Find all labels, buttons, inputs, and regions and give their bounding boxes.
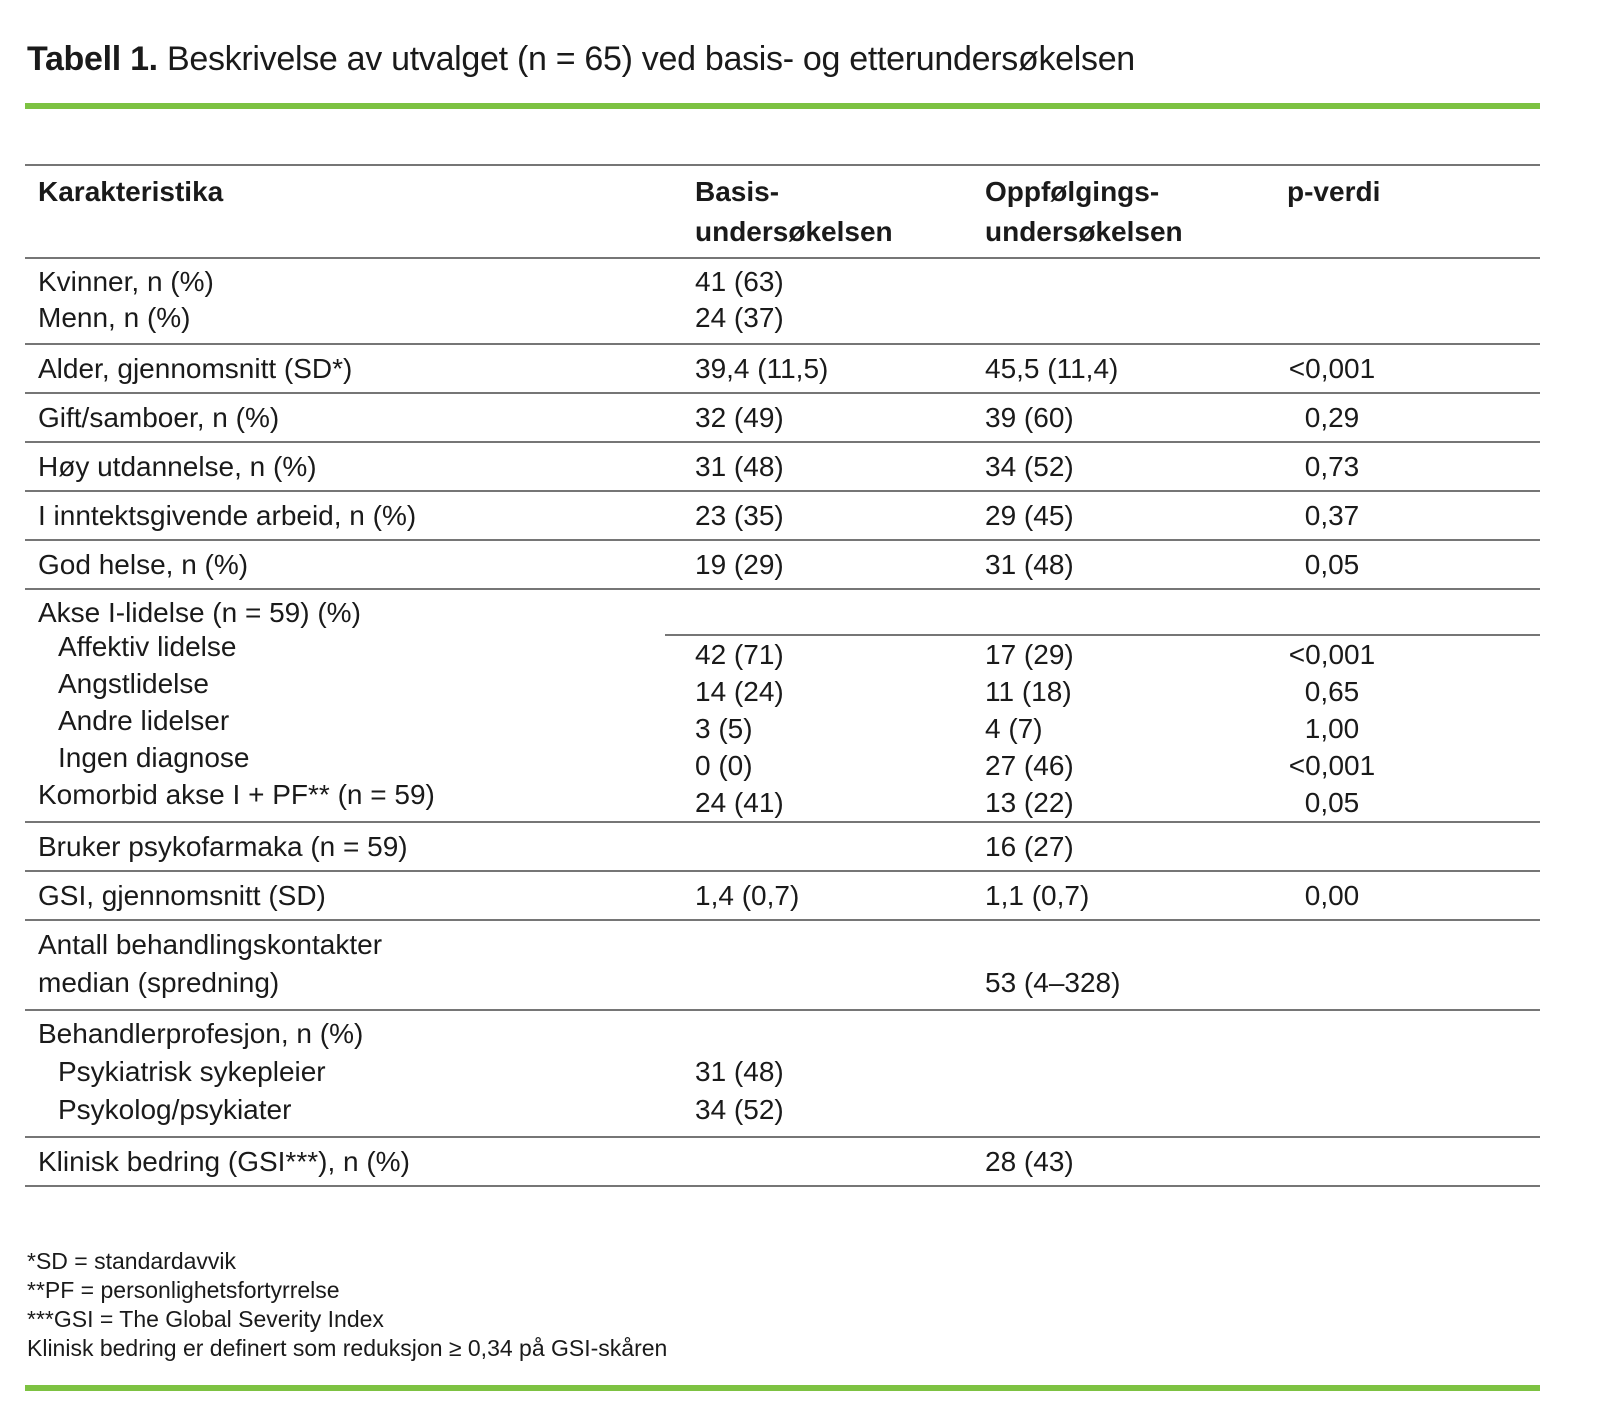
cell-followup: 45,5 (11,4)	[985, 352, 1119, 384]
cell-basis: 32 (49)	[695, 401, 784, 433]
cell-basis	[695, 921, 985, 1009]
akse-values: 42 (71) 14 (24) 3 (5) 0 (0) 24 (41) 17 (…	[665, 634, 1540, 821]
table-row-psykofarmaka: Bruker psykofarmaka (n = 59) 16 (27)	[25, 823, 1540, 872]
row-label: Komorbid akse I + PF** (n = 59)	[38, 778, 435, 810]
table-row-helse: God helse, n (%) 19 (29) 31 (48) 0,05	[25, 541, 1540, 590]
top-green-divider	[25, 103, 1540, 109]
page-title: Tabell 1. Beskrivelse av utvalget (n = 6…	[25, 40, 1540, 79]
header-p-value: p-verdi	[1287, 176, 1381, 207]
cell-basis: 19 (29)	[695, 548, 784, 580]
cell-basis: 42 (71) 14 (24) 3 (5) 0 (0) 24 (41)	[695, 638, 784, 818]
row-label: Ingen diagnose	[58, 741, 250, 773]
footnote-gsi: ***GSI = The Global Severity Index	[27, 1306, 384, 1332]
cell-p	[1287, 823, 1540, 870]
table-caption: Beskrivelse av utvalget (n = 65) ved bas…	[157, 40, 1135, 78]
cell-p: 0,05	[1304, 548, 1360, 580]
header-basis: Basis- undersøkelsen	[695, 176, 893, 247]
table-row-bedring: Klinisk bedring (GSI***), n (%) 28 (43)	[25, 1138, 1540, 1187]
row-label: Angstlidelse	[58, 667, 209, 699]
table-row-kontakter: Antall behandlingskontakter median (spre…	[25, 921, 1540, 1011]
cell-p	[1287, 1138, 1540, 1185]
header-characteristics: Karakteristika	[38, 176, 224, 207]
cell-p	[1287, 259, 1540, 343]
table-section-akse: Akse I-lidelse (n = 59) (%) Affektiv lid…	[25, 590, 1540, 823]
table-row-alder: Alder, gjennomsnitt (SD*) 39,4 (11,5) 45…	[25, 345, 1540, 394]
row-label: Alder, gjennomsnitt (SD*)	[38, 352, 353, 384]
cell-p: 0,37	[1304, 499, 1360, 531]
cell-followup: 29 (45)	[985, 499, 1074, 531]
cell-p: 0,29	[1304, 401, 1360, 433]
footnote-sd: *SD = standardavvik	[27, 1248, 237, 1274]
cell-followup: 16 (27)	[985, 830, 1074, 862]
row-label: Akse I-lidelse (n = 59) (%)	[38, 597, 361, 628]
header-followup: Oppfølgings- undersøkelsen	[985, 176, 1183, 247]
cell-p: <0,001 0,65 1,00 <0,001 0,05	[1288, 638, 1376, 818]
row-label: Affektiv lidelse	[58, 630, 237, 662]
row-label: GSI, gjennomsnitt (SD)	[38, 879, 326, 911]
row-label: Behandlerprofesjon, n (%) Psykiatrisk sy…	[38, 1018, 364, 1125]
cell-p	[1287, 921, 1540, 1009]
cell-followup: 31 (48)	[985, 548, 1074, 580]
table-row-arbeid: I inntektsgivende arbeid, n (%) 23 (35) …	[25, 492, 1540, 541]
row-label: God helse, n (%)	[38, 548, 249, 580]
cell-followup: 28 (43)	[985, 1145, 1074, 1177]
footnotes: *SD = standardavvik **PF = personlighets…	[25, 1247, 1540, 1363]
cell-followup: 39 (60)	[985, 401, 1074, 433]
table-number: Tabell 1.	[27, 40, 158, 78]
footnote-klinisk: Klinisk bedring er definert som reduksjo…	[27, 1335, 668, 1361]
row-label: I inntektsgivende arbeid, n (%)	[38, 499, 417, 531]
cell-basis: 41 (63) 24 (37)	[695, 266, 784, 333]
footnote-pf: **PF = personlighetsfortyrrelse	[27, 1277, 340, 1303]
table-row-gsi: GSI, gjennomsnitt (SD) 1,4 (0,7) 1,1 (0,…	[25, 872, 1540, 921]
row-label: Kvinner, n (%) Menn, n (%)	[38, 266, 214, 333]
cell-p: 0,00	[1304, 879, 1360, 911]
row-label: Gift/samboer, n (%)	[38, 401, 280, 433]
row-label: Andre lidelser	[58, 704, 230, 736]
table-header-row: Karakteristika Basis- undersøkelsen Oppf…	[25, 166, 1540, 259]
table-row-gift: Gift/samboer, n (%) 32 (49) 39 (60) 0,29	[25, 394, 1540, 443]
cell-basis: 1,4 (0,7)	[695, 879, 800, 911]
cell-p	[1287, 1011, 1540, 1136]
cell-basis: 39,4 (11,5)	[695, 352, 829, 384]
row-label: Bruker psykofarmaka (n = 59)	[38, 830, 408, 862]
row-label: Klinisk bedring (GSI***), n (%)	[38, 1145, 410, 1177]
table-row-utdannelse: Høy utdannelse, n (%) 31 (48) 34 (52) 0,…	[25, 443, 1540, 492]
cell-followup: 53 (4–328)	[985, 967, 1121, 998]
cell-p: 0,73	[1304, 450, 1360, 482]
cell-basis: 31 (48)	[695, 450, 784, 482]
table-row-gender: Kvinner, n (%) Menn, n (%) 41 (63) 24 (3…	[25, 259, 1540, 345]
cell-followup: 17 (29) 11 (18) 4 (7) 27 (46) 13 (22)	[985, 638, 1074, 818]
cell-followup: 34 (52)	[985, 450, 1074, 482]
cell-followup	[985, 259, 1287, 343]
cell-followup: 1,1 (0,7)	[985, 879, 1090, 911]
cell-basis	[695, 823, 985, 870]
row-label: Antall behandlingskontakter median (spre…	[38, 929, 383, 998]
cell-p: <0,001	[1288, 352, 1376, 384]
table-row-profesjon: Behandlerprofesjon, n (%) Psykiatrisk sy…	[25, 1011, 1540, 1138]
characteristics-table: Karakteristika Basis- undersøkelsen Oppf…	[25, 164, 1540, 1187]
row-label: Høy utdannelse, n (%)	[38, 450, 317, 482]
cell-basis: 23 (35)	[695, 499, 784, 531]
akse-labels: Akse I-lidelse (n = 59) (%) Affektiv lid…	[25, 590, 665, 821]
bottom-green-divider	[25, 1385, 1540, 1391]
cell-basis: 31 (48) 34 (52)	[695, 1056, 784, 1125]
cell-basis	[695, 1138, 985, 1185]
cell-followup	[985, 1011, 1287, 1136]
